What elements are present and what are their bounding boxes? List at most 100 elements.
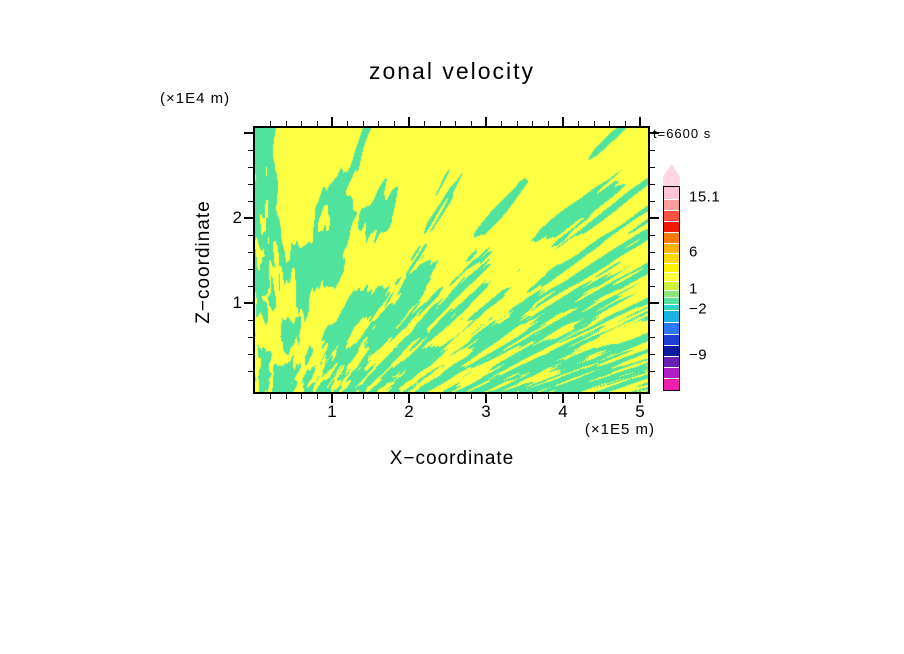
colorbar-band [664, 297, 679, 304]
colorbar-band [664, 187, 679, 199]
tick-mark [594, 394, 595, 399]
z-axis-units: (×1E4 m) [160, 90, 231, 107]
tick-mark [248, 269, 253, 270]
tick-mark [471, 121, 472, 126]
colorbar-band [664, 232, 679, 243]
tick-mark [578, 121, 579, 126]
tick-mark [609, 394, 610, 399]
tick-mark [244, 132, 253, 134]
colorbar-band [664, 310, 679, 322]
tick-mark [650, 150, 655, 151]
tick-mark [394, 394, 395, 399]
colorbar-band [664, 322, 679, 334]
tick-mark [485, 117, 487, 126]
tick-mark [650, 286, 655, 287]
tick-mark [363, 121, 364, 126]
tick-mark [347, 121, 348, 126]
x-tick-label: 1 [327, 402, 337, 421]
tick-mark [485, 394, 487, 403]
tick-mark [270, 394, 271, 399]
tick-mark [501, 121, 502, 126]
colorbar-arrow-icon [663, 164, 680, 186]
tick-mark [625, 394, 626, 399]
tick-mark [248, 201, 253, 202]
colorbar-band [664, 210, 679, 221]
tick-mark [378, 121, 379, 126]
tick-mark [270, 121, 271, 126]
tick-mark [248, 371, 253, 372]
colorbar-tick-label: 15.1 [689, 188, 721, 206]
tick-mark [248, 252, 253, 253]
tick-mark [548, 394, 549, 399]
z-tick-label: 2 [232, 208, 242, 227]
tick-mark [517, 121, 518, 126]
tick-mark [248, 235, 253, 236]
tick-mark [471, 394, 472, 399]
tick-mark [532, 121, 533, 126]
tick-mark [455, 121, 456, 126]
x-axis-label: X−coordinate [389, 448, 515, 469]
colorbar-band [664, 199, 679, 210]
colorbar-band [664, 367, 679, 378]
x-tick-label: 2 [404, 402, 414, 421]
colorbar-band [664, 290, 679, 297]
tick-mark [650, 337, 655, 338]
colorbar-tick-label: 1 [689, 280, 698, 298]
time-label: t=6600 s [653, 126, 712, 141]
tick-mark [378, 394, 379, 399]
colorbar [663, 164, 680, 391]
tick-mark [248, 320, 253, 321]
tick-mark [408, 394, 410, 403]
tick-mark [455, 394, 456, 399]
z-tick-label: 1 [232, 293, 242, 312]
tick-mark [548, 121, 549, 126]
tick-mark [594, 121, 595, 126]
tick-mark [517, 394, 518, 399]
tick-mark [501, 394, 502, 399]
tick-mark [286, 121, 287, 126]
tick-mark [562, 394, 564, 403]
x-axis-units: (×1E5 m) [584, 421, 655, 438]
tick-mark [578, 394, 579, 399]
tick-mark [650, 235, 655, 236]
tick-mark [650, 132, 659, 134]
tick-mark [301, 394, 302, 399]
z-axis-label: Z−coordinate [193, 200, 214, 324]
colorbar-band [664, 253, 679, 263]
tick-mark [609, 121, 610, 126]
colorbar-tick-label: −9 [689, 346, 708, 364]
tick-mark [650, 217, 659, 219]
tick-mark [301, 121, 302, 126]
colorbar-tick-label: −2 [689, 300, 708, 318]
colorbar-band [664, 281, 679, 290]
plot-area [253, 126, 650, 394]
x-tick-label: 3 [481, 402, 491, 421]
tick-mark [331, 394, 333, 403]
tick-mark [286, 394, 287, 399]
colorbar-band [664, 272, 679, 281]
tick-mark [650, 201, 655, 202]
tick-mark [440, 121, 441, 126]
tick-mark [639, 117, 641, 126]
tick-mark [650, 167, 655, 168]
tick-mark [562, 117, 564, 126]
tick-mark [650, 371, 655, 372]
tick-mark [317, 394, 318, 399]
tick-mark [532, 394, 533, 399]
colorbar-band [664, 304, 679, 310]
tick-mark [363, 394, 364, 399]
tick-mark [317, 121, 318, 126]
tick-mark [248, 337, 253, 338]
colorbar-bands [663, 186, 680, 391]
colorbar-band [664, 334, 679, 345]
tick-mark [650, 354, 655, 355]
tick-mark [650, 252, 655, 253]
tick-mark [639, 394, 641, 403]
tick-mark [248, 286, 253, 287]
tick-mark [248, 354, 253, 355]
tick-mark [650, 184, 655, 185]
tick-mark [440, 394, 441, 399]
tick-mark [650, 302, 659, 304]
tick-mark [347, 394, 348, 399]
